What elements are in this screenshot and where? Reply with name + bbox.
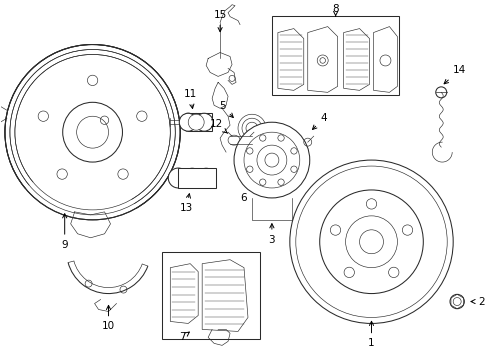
Text: 5: 5 bbox=[218, 101, 233, 117]
Polygon shape bbox=[170, 264, 198, 323]
Bar bbox=[162, 252, 260, 339]
Text: 15: 15 bbox=[213, 10, 226, 32]
Circle shape bbox=[168, 168, 188, 188]
Circle shape bbox=[449, 294, 464, 309]
Bar bbox=[178, 168, 216, 188]
Text: 3: 3 bbox=[268, 224, 275, 245]
Circle shape bbox=[196, 168, 216, 188]
Text: 13: 13 bbox=[179, 194, 192, 213]
Polygon shape bbox=[343, 28, 369, 90]
Polygon shape bbox=[307, 27, 337, 92]
Circle shape bbox=[195, 113, 213, 131]
Bar bbox=[271, 15, 399, 95]
Text: 12: 12 bbox=[209, 119, 227, 133]
Text: 10: 10 bbox=[102, 305, 115, 332]
Circle shape bbox=[289, 160, 452, 323]
Text: 7: 7 bbox=[179, 332, 189, 342]
Text: 11: 11 bbox=[183, 89, 197, 108]
Polygon shape bbox=[373, 27, 397, 92]
Circle shape bbox=[179, 113, 197, 131]
Text: 14: 14 bbox=[443, 66, 465, 84]
Circle shape bbox=[182, 168, 202, 188]
Text: 2: 2 bbox=[470, 297, 484, 306]
Circle shape bbox=[234, 122, 309, 198]
Circle shape bbox=[188, 114, 203, 130]
Polygon shape bbox=[202, 260, 247, 332]
Circle shape bbox=[435, 87, 446, 98]
Polygon shape bbox=[277, 28, 303, 90]
Text: 9: 9 bbox=[61, 214, 68, 250]
Bar bbox=[188, 113, 212, 131]
Circle shape bbox=[319, 190, 423, 293]
Text: 8: 8 bbox=[332, 4, 338, 17]
Text: 6: 6 bbox=[240, 193, 247, 203]
Text: 4: 4 bbox=[312, 113, 326, 130]
Text: 1: 1 bbox=[367, 321, 374, 348]
